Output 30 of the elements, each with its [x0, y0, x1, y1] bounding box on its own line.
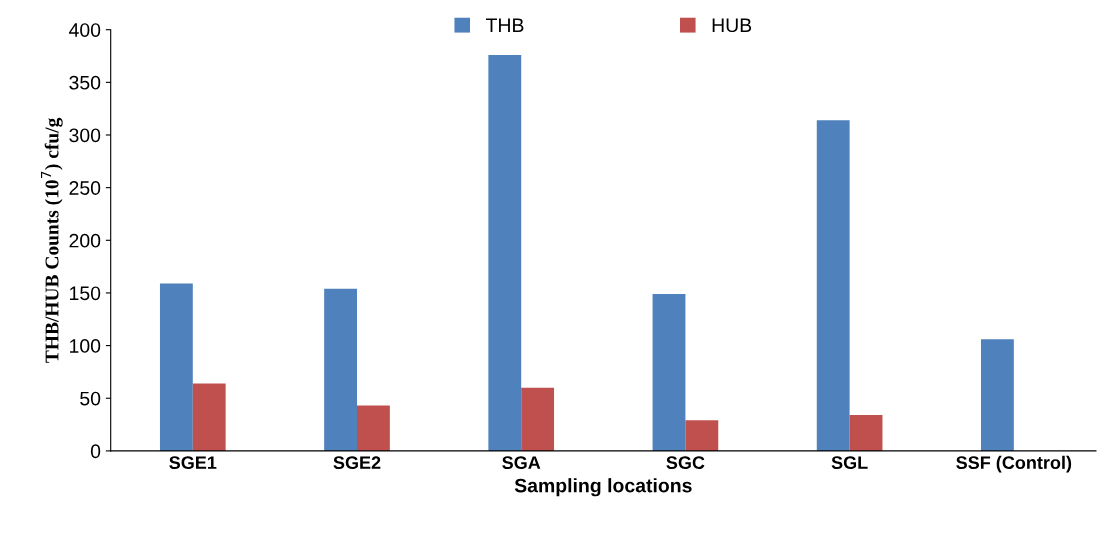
- y-tick-label: 150: [70, 286, 101, 301]
- x-tick-label: SGE1: [169, 456, 217, 470]
- bar: [324, 288, 358, 451]
- bar: [980, 339, 1014, 451]
- y-axis-title: THB/HUB Counts (10$^{7}$) cfu/g: [41, 117, 63, 363]
- bar: [488, 54, 522, 451]
- bar: [652, 294, 686, 451]
- y-tick-label: 0: [90, 444, 101, 459]
- y-tick-label: 400: [68, 23, 101, 37]
- y-tick-label: 350: [69, 75, 101, 90]
- x-tick-label: SGE2: [333, 456, 381, 470]
- bar: [849, 415, 883, 451]
- x-tick-label: SGC: [666, 456, 705, 470]
- x-tick-label: SGL: [831, 456, 868, 470]
- x-tick-label: SGA: [502, 456, 541, 470]
- legend-label: THB: [486, 18, 524, 32]
- bar: [816, 120, 850, 451]
- y-tick-label: 100: [70, 339, 101, 353]
- y-tick-label: 50: [80, 391, 101, 406]
- y-tick-label: 200: [69, 233, 101, 248]
- y-tick-label: 300: [69, 128, 101, 143]
- bar: [521, 387, 555, 451]
- bar: [159, 283, 193, 451]
- y-tick-label: 250: [69, 181, 101, 195]
- legend-label: HUB: [712, 18, 752, 33]
- x-tick-label: SSF (Control): [956, 455, 1072, 473]
- bar: [685, 420, 719, 451]
- bar: [192, 383, 226, 451]
- x-axis-title: Sampling locations: [514, 478, 692, 497]
- bar: [357, 405, 390, 451]
